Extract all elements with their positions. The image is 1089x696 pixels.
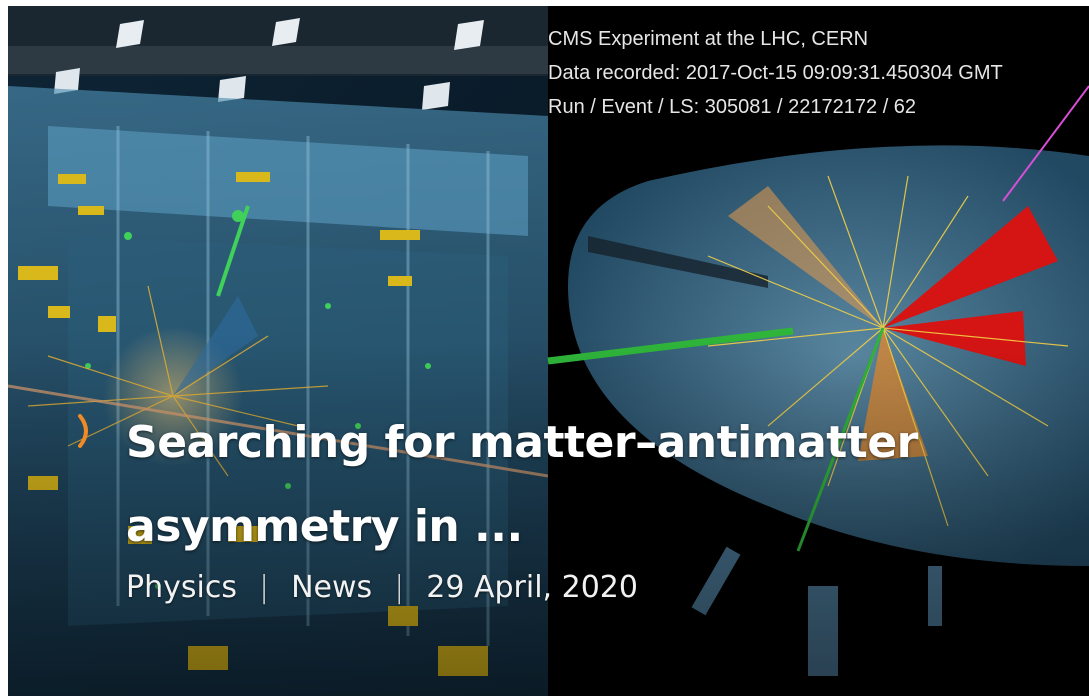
type-link[interactable]: News: [291, 570, 373, 605]
text-overlay: [8, 336, 1089, 696]
event-info-date: Data recorded: 2017-Oct-15 09:09:31.4503…: [548, 62, 1003, 84]
article-card[interactable]: CMS Experiment at the LHC, CERN Data rec…: [8, 6, 1089, 696]
meta-separator: |: [258, 570, 270, 605]
chevron-right-icon: [78, 414, 88, 448]
article-title[interactable]: Searching for matter–antimatter asymmetr…: [126, 417, 918, 552]
event-info: CMS Experiment at the LHC, CERN Data rec…: [548, 22, 1003, 124]
article-meta: Physics | News | 29 April, 2020: [126, 566, 638, 610]
category-link[interactable]: Physics: [126, 570, 237, 605]
event-info-run: Run / Event / LS: 305081 / 22172172 / 62: [548, 96, 917, 118]
article-date: 29 April, 2020: [426, 570, 638, 605]
meta-separator: |: [394, 570, 405, 605]
cms-event-display-image: [8, 6, 1089, 696]
event-info-experiment: CMS Experiment at the LHC, CERN: [548, 28, 869, 50]
